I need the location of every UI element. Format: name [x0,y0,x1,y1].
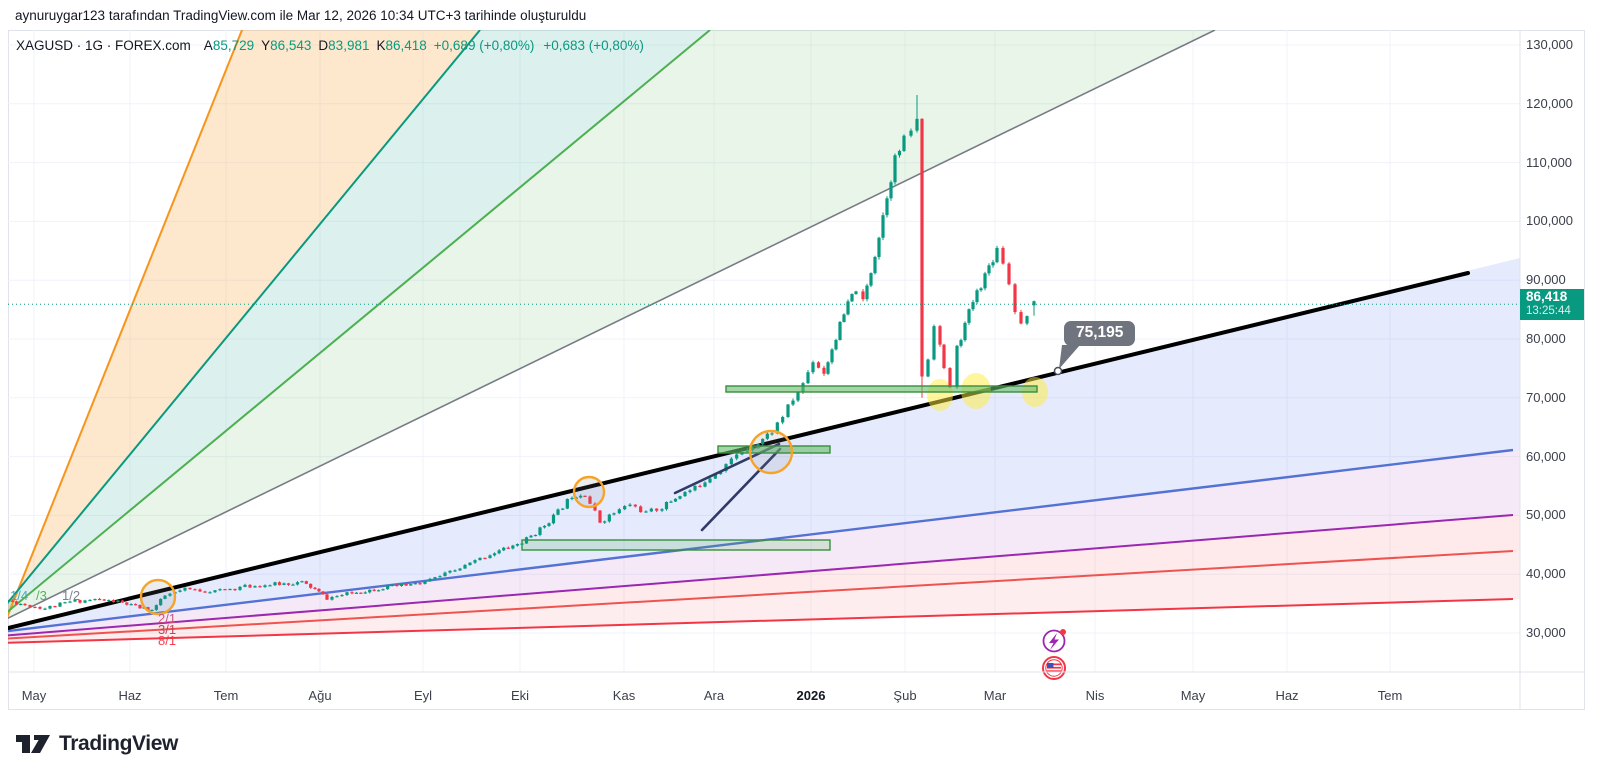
time-tick-label: 2026 [796,688,826,703]
time-tick-label: Nis [1085,688,1105,703]
candlestick-series [8,94,1036,612]
band-pink-2 [8,551,1520,643]
tradingview-logo-text: TradingView [59,732,178,755]
support-band[interactable] [725,385,1038,393]
gann-fan[interactable] [8,30,1520,644]
gann-line-green[interactable] [8,30,711,618]
band-orange [8,30,480,615]
support-band[interactable] [521,539,831,551]
time-tick-label: Haz [1275,688,1299,703]
time-tick-label: May [21,688,47,703]
countdown-timer: 13:25:44 [1526,305,1571,318]
price-tick-label: 110,000 [1526,154,1573,170]
price-tick-label: 130,000 [1526,37,1573,52]
time-tick-label: Haz [118,688,142,703]
time-tick-label: Ara [703,688,725,703]
gann-line-purple[interactable] [8,514,1514,637]
support-band[interactable] [717,445,831,454]
legend-ohlc: A85,729 Y86,543 D83,981 K86,418 +0,689 (+0,8… [203,38,644,53]
gann-ratio-label: 1/4 [10,588,29,603]
attribution-text: aynuruygar123 tarafından TradingView.com… [15,8,587,23]
last-price-badge[interactable]: 86,418 13:25:44 [1520,289,1584,321]
time-tick-label: Eki [510,688,530,703]
tradingview-logo-icon [16,735,50,753]
gann-ratio-label: 2/1 [158,611,177,626]
price-tick-label: 90,000 [1526,272,1566,288]
price-tick-label: 30,000 [1526,625,1566,640]
gann-line-red[interactable] [8,550,1514,640]
time-tick-label: May [1180,688,1206,703]
chart-legend: XAGUSD · 1G · FOREX.com A85,729 Y86,543 D8… [16,38,653,53]
change-value: +0,689 (+0,80%) [433,38,535,53]
gann-ratio-label: 1/2 [62,588,81,603]
change-value-2: +0,683 (+0,80%) [543,38,644,53]
band-lavender [8,450,1520,636]
time-tick-label: Eyl [413,688,433,703]
trendline-handle[interactable] [1053,366,1063,376]
time-tick-label: Mar [983,688,1007,703]
tradingview-logo[interactable]: TradingView [15,731,178,757]
time-tick-label: Tem [1377,688,1403,703]
price-tick-label: 70,000 [1526,389,1566,405]
gann-ratio-label: /3 [36,588,47,603]
time-tick-label: Ağu [308,688,332,703]
price-tick-label: 60,000 [1526,448,1566,464]
gann-line-teal[interactable] [8,30,481,612]
orange-circle-highlights[interactable] [139,429,794,616]
price-tick-label: 80,000 [1526,331,1566,346]
symbol-title[interactable]: XAGUSD · 1G · FOREX.com [16,38,191,53]
price-tick-label: 100,000 [1526,213,1573,229]
gann-line-blue[interactable] [8,448,1514,633]
tooltip-tail [1059,345,1080,369]
band-pink [8,515,1520,639]
time-tick-label: Kas [612,688,636,703]
chart-widget [8,30,1585,710]
us-flag-event-icon[interactable] [1042,656,1066,680]
gann-line-orange[interactable] [8,30,254,620]
gann-line-red-2[interactable] [8,598,1514,644]
gann-ratio-label: 3/1 [158,622,177,637]
trendline-price-tooltip[interactable]: 75,195 [1064,321,1136,346]
time-tick-label: Tem [213,688,239,703]
flash-event-icon[interactable] [1042,629,1067,653]
event-icons[interactable] [1042,629,1067,680]
time-tick-label: Şub [893,688,917,703]
price-tick-label: 50,000 [1526,507,1566,523]
price-tick-label: 120,000 [1526,95,1573,111]
gann-ratio-label: 8/1 [158,633,177,648]
price-tick-label: 40,000 [1526,566,1566,582]
gann-line-gray[interactable] [8,30,1216,622]
last-price-value: 86,418 [1526,289,1568,305]
price-chart-canvas[interactable] [8,30,1585,710]
